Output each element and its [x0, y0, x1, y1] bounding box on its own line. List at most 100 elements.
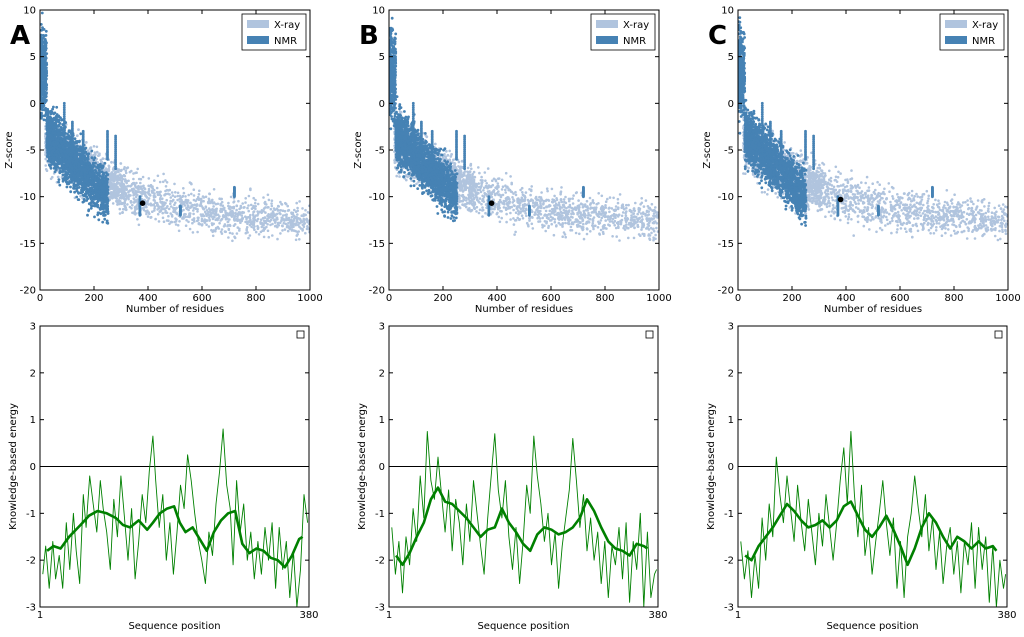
nmr-point [82, 168, 86, 172]
xray-point [301, 227, 304, 231]
xray-point [120, 202, 124, 206]
nmr-point [75, 156, 78, 160]
xray-point [163, 193, 167, 196]
xray-point [124, 187, 128, 191]
nmr-point [49, 120, 53, 124]
xray-point [119, 194, 123, 198]
nmr-point [86, 213, 89, 217]
xray-point [298, 238, 301, 241]
xray-point [302, 213, 306, 216]
xray-point [146, 191, 149, 194]
xray-point [169, 212, 172, 215]
nmr-point [76, 198, 80, 202]
xray-point [109, 192, 112, 196]
xray-point [562, 198, 566, 201]
xray-point [136, 167, 139, 171]
nmr-point [81, 190, 85, 194]
legend-swatch-nmr [247, 36, 269, 44]
xray-point [211, 223, 214, 227]
nmr-point [48, 128, 52, 132]
xray-point [210, 200, 214, 203]
nmr-point [59, 157, 62, 161]
nmr-point [45, 71, 48, 75]
xray-point [108, 185, 112, 189]
xray-point [182, 213, 186, 217]
nmr-point [85, 190, 89, 194]
xray-point [196, 210, 199, 213]
xray-point [174, 220, 178, 223]
nmr-point [51, 149, 55, 153]
xray-point [238, 229, 241, 232]
xray-point [249, 213, 252, 217]
xray-point [267, 235, 271, 239]
nmr-point [62, 132, 66, 136]
xray-point [178, 197, 181, 201]
xray-point [248, 219, 251, 223]
xray-point [307, 222, 310, 226]
xray-point [157, 207, 161, 210]
xray-point [167, 219, 170, 222]
xray-point [180, 201, 184, 204]
xray-point [281, 209, 285, 212]
xray-point [205, 214, 208, 217]
nmr-point [40, 38, 44, 41]
nmr-point [62, 115, 66, 118]
xray-point [120, 185, 123, 189]
nmr-point [105, 188, 109, 192]
nmr-point [91, 176, 95, 180]
xray-point [169, 202, 172, 205]
xray-point [214, 218, 217, 222]
x-tick-label: 1000 [297, 293, 322, 304]
xray-point [174, 191, 177, 194]
xray-point [244, 220, 247, 224]
nmr-point [66, 172, 70, 176]
nmr-point [62, 160, 66, 163]
nmr-point [96, 186, 99, 190]
xray-point [45, 169, 49, 172]
xray-point [123, 197, 127, 201]
nmr-point [105, 203, 109, 207]
xray-point [161, 216, 165, 220]
xray-point [139, 181, 142, 185]
xray-point [505, 220, 508, 224]
xray-point [298, 225, 301, 229]
xray-point [246, 206, 249, 210]
xray-point [95, 150, 99, 154]
xray-point [161, 197, 164, 200]
nmr-point [72, 186, 76, 189]
xray-point [191, 231, 195, 234]
xray-point [270, 202, 273, 205]
xray-point [113, 171, 117, 175]
xray-point [128, 205, 132, 209]
xray-point [84, 141, 88, 144]
nmr-point [72, 182, 76, 186]
xray-point [129, 200, 133, 203]
xray-point [208, 208, 212, 212]
xray-point [186, 204, 190, 207]
nmr-point [60, 118, 64, 121]
xray-point [275, 212, 279, 216]
xray-point [295, 215, 298, 219]
xray-point [264, 206, 267, 209]
xray-point [204, 206, 208, 209]
nmr-point [86, 155, 90, 159]
xray-point [232, 218, 236, 221]
nmr-point [45, 83, 49, 87]
xray-point [286, 224, 289, 227]
xray-point [235, 232, 239, 235]
xray-point [138, 190, 142, 194]
nmr-point [86, 166, 90, 169]
nmr-point [79, 158, 83, 161]
xray-point [156, 174, 160, 178]
xray-point [254, 207, 257, 211]
nmr-point [79, 160, 83, 164]
xray-point [142, 184, 145, 188]
xray-point [156, 212, 160, 216]
xray-point [253, 201, 257, 205]
xray-point [79, 194, 82, 198]
xray-point [235, 204, 238, 207]
xray-point [292, 214, 296, 218]
nmr-point [77, 186, 81, 189]
xray-point [285, 215, 288, 219]
y-tick-label: -10 [20, 192, 36, 203]
